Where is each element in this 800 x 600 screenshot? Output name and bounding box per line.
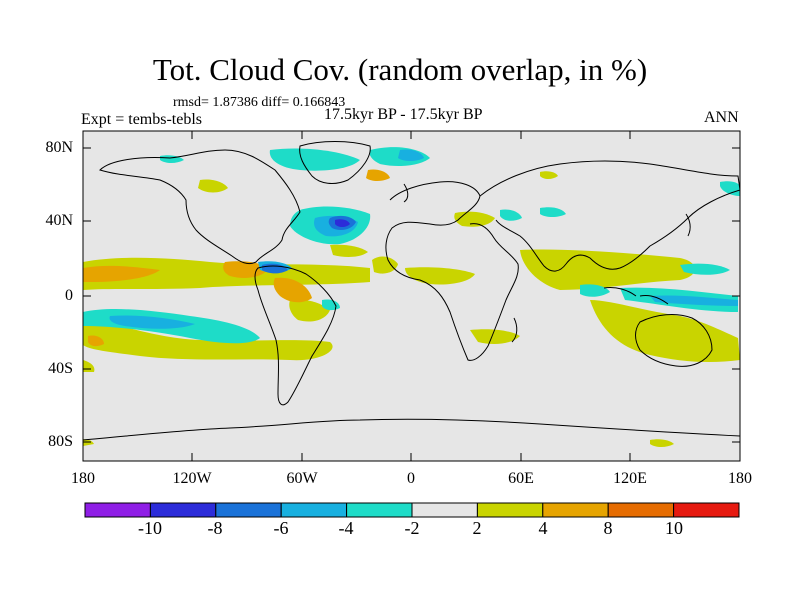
colorbar-swatch [215,502,282,518]
axis-ticks [83,131,740,461]
colorbar [84,502,740,518]
lon-label-180w: 180 [71,470,95,487]
lat-label-40s: 40S [48,360,73,377]
colorbar-swatch [280,502,348,518]
period-label: 17.5kyr BP - 17.5kyr BP [324,106,483,123]
colorbar-label: -6 [273,518,289,538]
colorbar-swatch [607,502,675,518]
lon-label-60e: 60E [508,470,534,487]
colorbar-swatch [673,502,740,518]
colorbar-label: -8 [207,518,223,538]
lon-label-120w: 120W [172,470,212,487]
lon-label-180e: 180 [728,470,752,487]
lon-label-120e: 120E [613,470,647,487]
lat-label-80s: 80S [48,433,73,450]
lat-label-0: 0 [65,287,73,304]
colorbar-label: 10 [665,518,683,538]
lat-label-40n: 40N [45,212,73,229]
lon-label-0: 0 [407,470,415,487]
colorbar-swatch [542,502,609,518]
colorbar-swatch [411,502,478,518]
plot-title: Tot. Cloud Cov. (random overlap, in %) [152,52,648,87]
colorbar-label: 8 [603,518,613,538]
colorbar-swatch [476,502,544,518]
colorbar-swatch [346,502,413,518]
lon-label-60w: 60W [286,470,318,487]
coastlines [83,141,740,441]
colorbar-swatch [149,502,217,518]
season-label: ANN [704,109,739,126]
colorbar-label: -10 [138,518,162,538]
colorbar-label: 4 [538,518,548,538]
colorbar-label: 2 [472,518,482,538]
rmsd-diff-stats: rmsd= 1.87386 diff= 0.166843 [173,95,346,110]
colorbar-label: -4 [338,518,354,538]
colorbar-swatch [84,502,151,518]
colorbar-label: -2 [404,518,420,538]
anomaly-contours [83,147,740,447]
experiment-label: Expt = tembs-tebls [81,111,203,128]
lat-label-80n: 80N [45,139,73,156]
